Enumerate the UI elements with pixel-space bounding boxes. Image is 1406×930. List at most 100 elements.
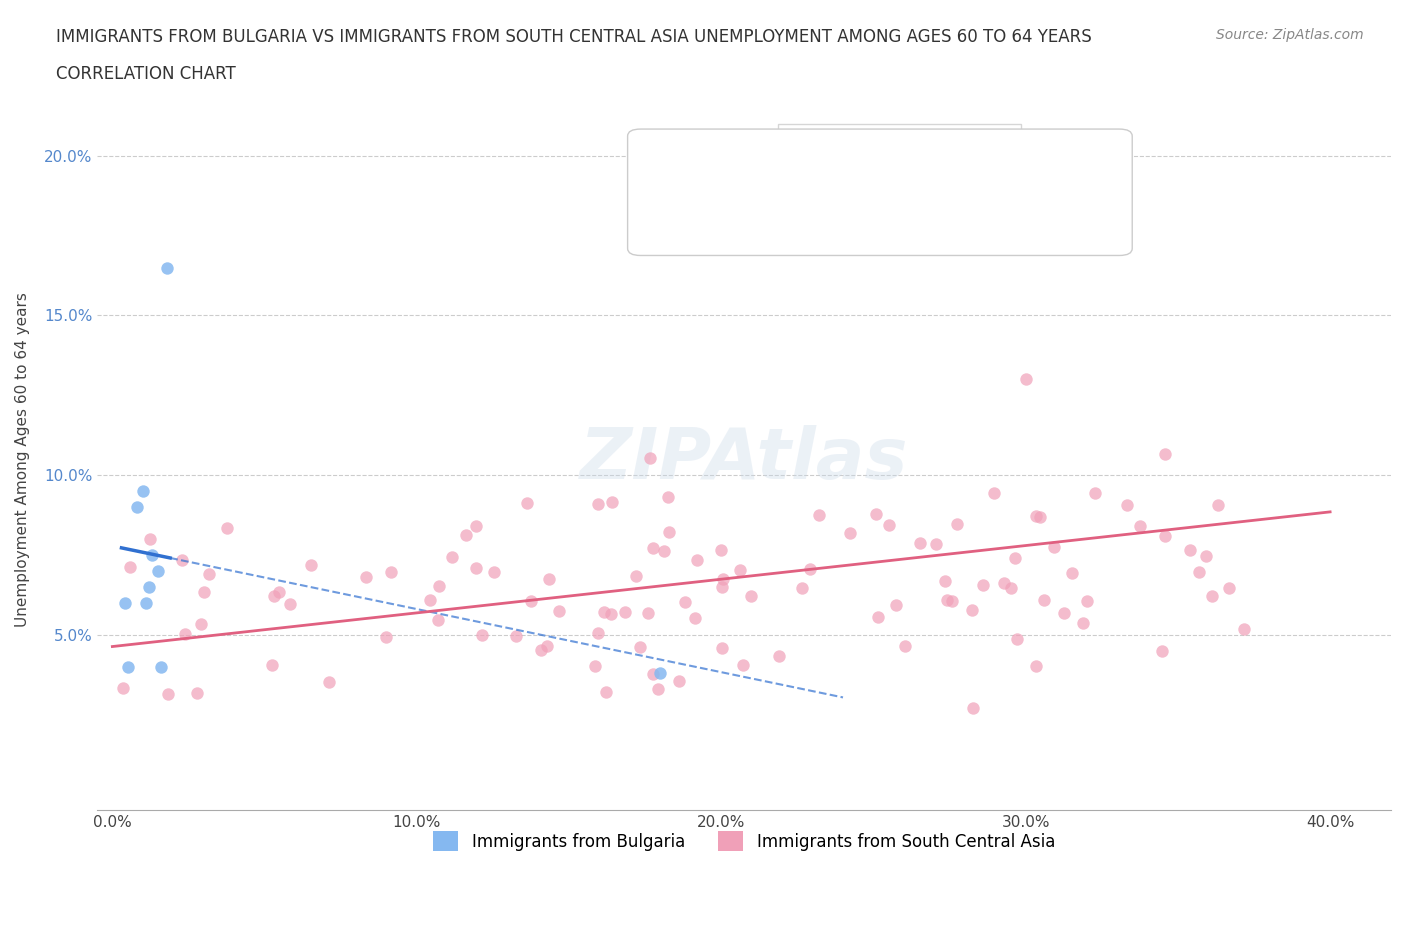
Immigrants from South Central Asia [1233, 622, 1256, 637]
Immigrants from Bulgaria [117, 659, 139, 674]
Immigrants from South Central Asia [112, 680, 135, 695]
Immigrants from South Central Asia [380, 565, 402, 579]
Immigrants from South Central Asia [799, 562, 821, 577]
Immigrants from South Central Asia [936, 592, 959, 607]
Immigrants from South Central Asia [1071, 616, 1094, 631]
Immigrants from South Central Asia [946, 516, 969, 531]
Text: CORRELATION CHART: CORRELATION CHART [56, 65, 236, 83]
Y-axis label: Unemployment Among Ages 60 to 64 years: Unemployment Among Ages 60 to 64 years [15, 292, 30, 627]
Immigrants from South Central Asia [1000, 580, 1022, 595]
Immigrants from South Central Asia [1195, 548, 1218, 563]
Immigrants from South Central Asia [602, 495, 624, 510]
Immigrants from South Central Asia [657, 490, 679, 505]
Immigrants from South Central Asia [924, 536, 946, 551]
Immigrants from South Central Asia [711, 641, 734, 656]
Immigrants from South Central Asia [586, 625, 609, 640]
Immigrants from South Central Asia [157, 686, 180, 701]
Immigrants from South Central Asia [613, 604, 636, 619]
Immigrants from Bulgaria [141, 548, 163, 563]
Immigrants from South Central Asia [668, 673, 690, 688]
Immigrants from Bulgaria [138, 579, 160, 594]
Immigrants from South Central Asia [505, 629, 527, 644]
Immigrants from South Central Asia [934, 574, 956, 589]
Immigrants from South Central Asia [263, 589, 285, 604]
Immigrants from South Central Asia [1029, 510, 1052, 525]
Immigrants from South Central Asia [1062, 565, 1084, 580]
Immigrants from South Central Asia [710, 579, 733, 594]
Immigrants from South Central Asia [586, 497, 609, 512]
Immigrants from South Central Asia [456, 527, 478, 542]
Immigrants from South Central Asia [910, 536, 932, 551]
Immigrants from South Central Asia [374, 630, 396, 644]
Immigrants from South Central Asia [983, 485, 1005, 500]
Immigrants from South Central Asia [1188, 565, 1211, 579]
Immigrants from Bulgaria [125, 499, 148, 514]
Immigrants from Bulgaria [156, 260, 179, 275]
Immigrants from South Central Asia [638, 450, 661, 465]
Immigrants from South Central Asia [710, 543, 733, 558]
Immigrants from South Central Asia [1154, 528, 1177, 543]
Immigrants from South Central Asia [1115, 498, 1137, 512]
Immigrants from South Central Asia [641, 540, 664, 555]
Immigrants from South Central Asia [465, 518, 488, 533]
Immigrants from South Central Asia [740, 588, 762, 603]
Text: Source: ZipAtlas.com: Source: ZipAtlas.com [1216, 28, 1364, 42]
Immigrants from South Central Asia [592, 604, 614, 619]
Immigrants from South Central Asia [624, 569, 647, 584]
Immigrants from South Central Asia [427, 613, 450, 628]
Immigrants from South Central Asia [972, 578, 994, 592]
Immigrants from South Central Asia [1014, 372, 1036, 387]
Immigrants from South Central Asia [520, 593, 543, 608]
Immigrants from South Central Asia [637, 606, 659, 621]
Immigrants from South Central Asia [280, 597, 302, 612]
FancyBboxPatch shape [627, 129, 1132, 256]
Immigrants from South Central Asia [628, 640, 651, 655]
Immigrants from South Central Asia [1053, 605, 1076, 620]
Immigrants from South Central Asia [318, 674, 340, 689]
Immigrants from South Central Asia [174, 626, 197, 641]
Immigrants from South Central Asia [1005, 631, 1028, 646]
Immigrants from South Central Asia [267, 585, 290, 600]
Immigrants from South Central Asia [471, 627, 494, 642]
Immigrants from South Central Asia [1004, 551, 1026, 565]
Immigrants from Bulgaria [132, 484, 155, 498]
Immigrants from South Central Asia [894, 639, 917, 654]
Immigrants from South Central Asia [464, 561, 486, 576]
Immigrants from South Central Asia [516, 496, 538, 511]
Text: IMMIGRANTS FROM BULGARIA VS IMMIGRANTS FROM SOUTH CENTRAL ASIA UNEMPLOYMENT AMON: IMMIGRANTS FROM BULGARIA VS IMMIGRANTS F… [56, 28, 1092, 46]
Immigrants from South Central Asia [482, 565, 505, 579]
Immigrants from South Central Asia [1043, 540, 1066, 555]
Immigrants from South Central Asia [301, 557, 323, 572]
Immigrants from South Central Asia [585, 658, 607, 673]
Immigrants from South Central Asia [879, 517, 901, 532]
Immigrants from South Central Asia [768, 648, 790, 663]
Immigrants from South Central Asia [790, 580, 813, 595]
Immigrants from South Central Asia [118, 560, 141, 575]
Immigrants from South Central Asia [1033, 593, 1056, 608]
Immigrants from South Central Asia [198, 566, 221, 581]
Immigrants from South Central Asia [600, 607, 623, 622]
Immigrants from South Central Asia [685, 553, 707, 568]
Immigrants from South Central Asia [537, 571, 560, 586]
Immigrants from South Central Asia [217, 521, 239, 536]
Immigrants from South Central Asia [960, 603, 983, 618]
Immigrants from South Central Asia [993, 576, 1015, 591]
Immigrants from South Central Asia [728, 563, 751, 578]
Immigrants from South Central Asia [1025, 658, 1047, 673]
Immigrants from South Central Asia [884, 597, 907, 612]
Immigrants from South Central Asia [711, 572, 734, 587]
Immigrants from South Central Asia [1129, 519, 1152, 534]
Immigrants from South Central Asia [427, 578, 450, 593]
Immigrants from South Central Asia [838, 525, 860, 540]
Immigrants from South Central Asia [808, 508, 831, 523]
Immigrants from South Central Asia [419, 592, 441, 607]
Immigrants from South Central Asia [865, 506, 887, 521]
Immigrants from South Central Asia [731, 658, 754, 672]
Immigrants from South Central Asia [1201, 589, 1223, 604]
Immigrants from Bulgaria [150, 659, 173, 674]
Immigrants from South Central Asia [1218, 581, 1240, 596]
Immigrants from South Central Asia [536, 639, 558, 654]
Immigrants from South Central Asia [1150, 643, 1173, 658]
Immigrants from South Central Asia [941, 594, 963, 609]
Immigrants from South Central Asia [1084, 485, 1107, 500]
